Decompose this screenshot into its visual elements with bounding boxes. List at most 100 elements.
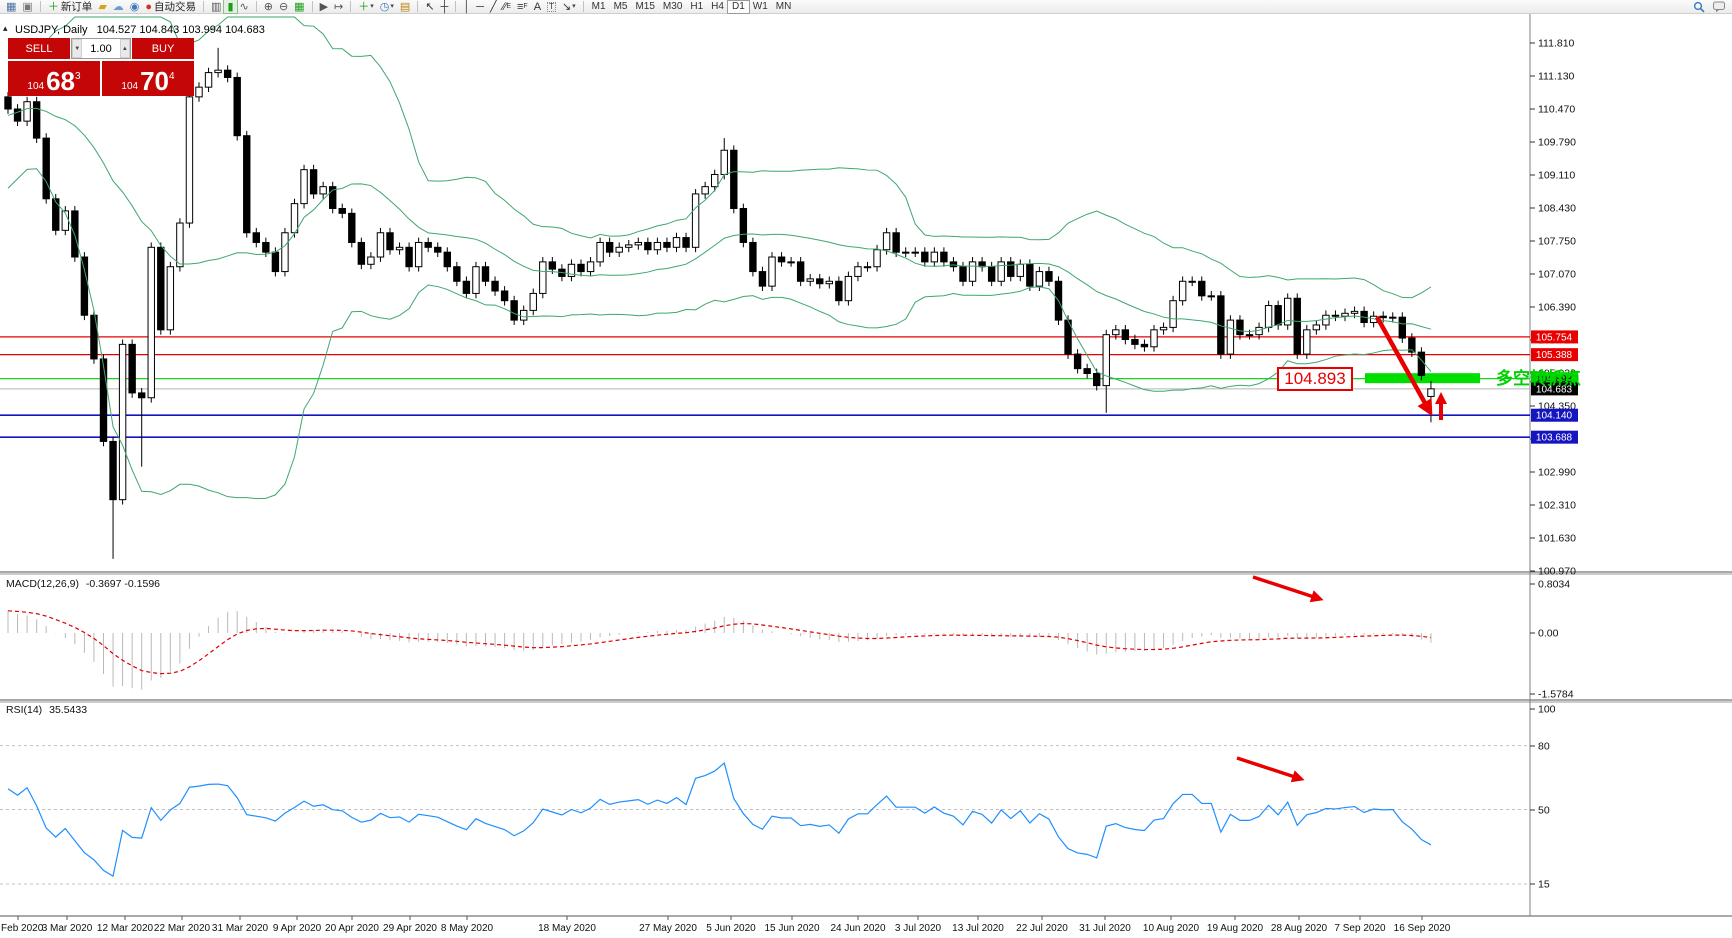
toolbar-separator: [455, 1, 457, 12]
macd-axis-label: -1.5784: [1538, 689, 1574, 701]
cursor-icon[interactable]: ↖: [425, 0, 435, 13]
crosshair-icon[interactable]: ┼: [440, 0, 449, 13]
periods-button[interactable]: ◷ ▾: [379, 0, 394, 13]
price-tick-label: 111.130: [1538, 71, 1575, 83]
timeframe-button-m5[interactable]: M5: [613, 0, 628, 12]
candle-body: [214, 69, 222, 74]
candle-body: [243, 135, 251, 234]
ohlc-values: 104.527 104.843 103.994 104.683: [96, 24, 265, 36]
candle-body: [42, 137, 50, 200]
candle-body: [949, 261, 958, 268]
signal-icon[interactable]: ◉: [129, 0, 140, 13]
auto-scroll-icon[interactable]: ▶: [319, 0, 329, 13]
panel-collapse-icon[interactable]: ▴: [3, 23, 8, 33]
new-order-button[interactable]: ＋新订单: [47, 0, 93, 13]
horizontal-line-icon[interactable]: ─: [476, 0, 484, 13]
window-icon[interactable]: ▦: [6, 0, 17, 13]
magnifier-window-icon[interactable]: ▣: [22, 0, 33, 13]
equidistant-channel-icon[interactable]: ∕∕ E: [502, 0, 511, 13]
pivot-zone-bar[interactable]: [1365, 373, 1480, 384]
timeframe-button-w1[interactable]: W1: [752, 0, 768, 12]
sell-price-box[interactable]: 104 68 3: [8, 61, 100, 96]
arrows-button[interactable]: ↘ ▾: [561, 0, 576, 13]
date-tick-label: 15 Jun 2020: [764, 923, 819, 934]
cloud-icon[interactable]: ☁: [112, 0, 124, 13]
chart-shift-icon[interactable]: ↦: [334, 0, 344, 13]
toolbar-separator: [255, 1, 257, 12]
date-tick-label: 10 Aug 2020: [1143, 923, 1200, 934]
gold-icon[interactable]: ▰: [98, 0, 107, 13]
toolbar-separator: [417, 1, 419, 12]
candle-body: [586, 261, 595, 273]
bar-chart-icon[interactable]: ▥: [211, 0, 222, 13]
candle-body: [1112, 329, 1120, 336]
timeframe-button-m1[interactable]: M1: [591, 0, 606, 12]
timeframe-button-mn[interactable]: MN: [775, 0, 792, 12]
candle-body: [777, 256, 786, 263]
date-tick-label: 3 Jul 2020: [895, 923, 942, 934]
price-badge-text: 104.893: [1536, 374, 1573, 385]
date-tick-label: 5 Jun 2020: [706, 923, 756, 934]
vertical-line-icon[interactable]: │: [463, 0, 471, 13]
line-chart-icon[interactable]: ∿: [239, 0, 249, 13]
timeframe-button-h4[interactable]: H4: [711, 0, 724, 12]
timeframe-button-h1[interactable]: H1: [690, 0, 704, 12]
sell-price-sup: 3: [75, 71, 81, 82]
fibonacci-icon[interactable]: ≡ F: [516, 0, 528, 13]
zoom-out-icon[interactable]: ⊖: [278, 0, 289, 13]
timeframe-button-m15[interactable]: M15: [635, 0, 655, 12]
candlestick-chart-icon[interactable]: ▮: [223, 0, 238, 14]
rsi-value: 35.5433: [49, 704, 88, 716]
autotrading-button[interactable]: ● 自动交易: [145, 0, 197, 13]
buy-button[interactable]: BUY: [132, 38, 194, 59]
text-icon[interactable]: A: [533, 0, 542, 13]
bollinger-upper-band: [7, 16, 1432, 299]
price-tick-label: 107.070: [1538, 269, 1576, 281]
macd-down-arrow[interactable]: [1252, 575, 1324, 603]
toolbar-separator: [203, 1, 205, 12]
candle-body: [348, 212, 356, 243]
volume-input[interactable]: [82, 39, 120, 58]
text-label-icon[interactable]: T: [547, 1, 556, 12]
candle-body: [1341, 312, 1349, 317]
volume-increase-button[interactable]: ▲: [119, 39, 130, 58]
candle-body: [453, 266, 461, 282]
candle-body: [959, 266, 967, 282]
trendline-icon[interactable]: ╱: [490, 0, 497, 13]
candle-body: [1417, 351, 1426, 376]
volume-decrease-button[interactable]: ▼: [72, 39, 83, 58]
timeframe-button-d1[interactable]: D1: [726, 0, 750, 14]
tile-windows-icon[interactable]: ▦: [294, 0, 305, 13]
candle-body: [1207, 295, 1215, 298]
toolbar-separator: [582, 1, 584, 12]
candle-body: [300, 169, 308, 205]
candle-body: [290, 203, 299, 234]
candle-body: [691, 193, 700, 248]
candle-body: [825, 280, 833, 285]
bollinger-middle-band: [7, 107, 1432, 333]
chat-icon[interactable]: [1713, 1, 1726, 13]
search-icon[interactable]: [1693, 1, 1705, 13]
sell-button[interactable]: SELL: [8, 38, 70, 59]
zoom-in-icon[interactable]: ⊕: [263, 0, 273, 13]
candle-body: [80, 256, 89, 316]
candle-body: [711, 174, 719, 188]
timeframe-button-m30[interactable]: M30: [662, 0, 683, 12]
candle-body: [1245, 334, 1254, 337]
buy-price-box[interactable]: 104 70 4: [102, 61, 194, 96]
date-tick-label: 24 Jun 2020: [830, 923, 885, 934]
rsi-down-arrow[interactable]: [1236, 756, 1305, 783]
candle-body: [319, 186, 327, 195]
toolbar: ▦ ▣ ＋新订单 ▰ ☁ ◉ ● 自动交易 ▥ ▮ ∿ ⊕ ⊖ ▦ ▶ ↦ ＋ ▾ ◷ ▾ ▤ ↖ ┼ │ ─ ╱ ∕∕ E ≡ F A T ↘…: [0, 0, 1732, 14]
macd-axis-label: 0.00: [1538, 628, 1559, 640]
indicators-button[interactable]: ＋ ▾: [358, 0, 374, 13]
candle-body: [796, 261, 805, 282]
downtrend-arrow[interactable]: [1375, 315, 1433, 417]
candle-body: [701, 186, 709, 195]
templates-button[interactable]: ▤: [399, 0, 411, 13]
candle-body: [1284, 297, 1292, 326]
toolbar-right-icons: [1693, 1, 1732, 13]
price-tick-label: 106.390: [1538, 302, 1576, 314]
candle-body: [816, 278, 824, 285]
